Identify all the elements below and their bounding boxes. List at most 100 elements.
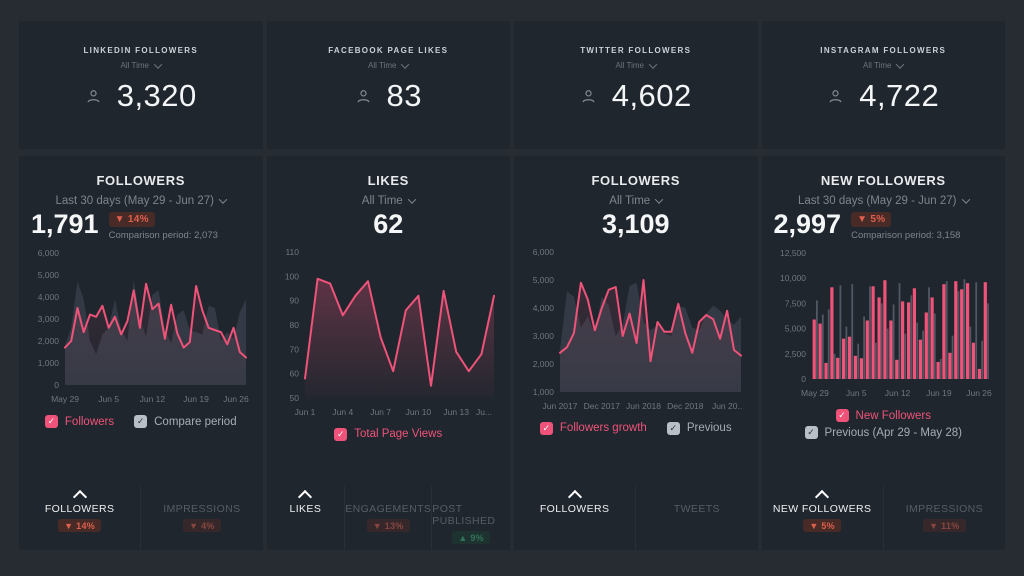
tab-post-published[interactable]: POST PUBLISHED ▲ 9% [431,486,510,550]
kpi-value: 4,602 [611,78,692,113]
legend-item-previous[interactable]: ✓ Previous [666,421,732,435]
chart-card-twitter-followers: FOLLOWERS All Time 3,109 1,000 2,000 3,000… [514,156,758,550]
chevron-down-icon [654,195,664,204]
legend: ✓ Total Page Views [267,427,511,441]
tab-new-followers[interactable]: NEW FOLLOWERS ▼ 5% [762,486,883,550]
svg-text:Dec 2018: Dec 2018 [667,401,704,411]
tab-impressions[interactable]: IMPRESSIONS ▼ 11% [882,486,1005,550]
chevron-down-icon [401,59,410,69]
svg-text:Jun 26: Jun 26 [966,388,992,398]
metric-value: 2,997 [773,209,842,239]
period-dropdown[interactable]: Last 30 days (May 29 - Jun 27) [762,195,1006,207]
legend-item-followers[interactable]: ✓ Followers [44,415,114,428]
svg-text:12,500: 12,500 [780,248,806,258]
svg-text:1,000: 1,000 [533,387,555,397]
kpi-card-instagram-followers: INSTAGRAM FOLLOWERS All Time 4,722 [761,21,1005,149]
followers-line-chart: 0 1,000 2,000 3,000 4,000 5,000 6,000 May 29 Jun… [38,248,249,404]
svg-text:6,000: 6,000 [533,247,555,257]
tab-followers[interactable]: FOLLOWERS [514,486,635,550]
metric-tabs: NEW FOLLOWERS ▼ 5% IMPRESSIONS ▼ 11% [762,486,1006,550]
svg-text:2,000: 2,000 [533,359,555,369]
tab-likes[interactable]: LIKES [267,486,345,550]
svg-text:10,000: 10,000 [780,273,806,283]
period-dropdown[interactable]: All Time [863,59,905,70]
svg-text:5,000: 5,000 [784,324,806,334]
checkbox-checked-icon[interactable]: ✓ [44,415,58,428]
change-badge: ▼ 14% [108,212,155,227]
tab-badge: ▲ 9% [452,531,490,544]
svg-text:2,500: 2,500 [784,349,806,359]
active-tab-caret-icon [567,489,582,505]
svg-text:110: 110 [285,247,299,257]
svg-text:Jun 5: Jun 5 [846,388,867,398]
checkbox-checked-icon[interactable]: ✓ [334,427,348,441]
tab-tweets[interactable]: TWEETS [635,486,757,550]
tab-followers[interactable]: FOLLOWERS ▼ 14% [19,486,140,550]
svg-text:Jun 2018: Jun 2018 [626,401,661,411]
svg-text:Jun 12: Jun 12 [885,388,911,398]
legend: ✓ Followers ✓ Compare period [19,415,263,428]
kpi-value-row: 4,722 [827,78,939,114]
legend-item-compare-period[interactable]: ✓ Compare period [134,415,237,428]
legend-item-new-followers[interactable]: ✓ New Followers [835,409,931,422]
legend-item-followers-growth[interactable]: ✓ Followers growth [539,421,647,435]
checkbox-checked-icon[interactable]: ✓ [539,421,553,435]
svg-text:Jun 19: Jun 19 [926,388,952,398]
kpi-card-linkedin-followers: LINKEDIN FOLLOWERS All Time 3,320 [19,21,263,149]
chevron-down-icon [153,59,163,69]
svg-text:1,000: 1,000 [38,358,60,368]
checkbox-checked-icon[interactable]: ✓ [134,415,148,428]
chevron-down-icon [896,59,905,69]
chevron-down-icon [648,59,658,69]
period-dropdown[interactable]: All Time [514,195,758,207]
svg-text:4,000: 4,000 [533,303,555,313]
metric-tabs: FOLLOWERS TWEETS [514,486,758,550]
tab-badge: ▼ 11% [923,519,966,532]
kpi-title: TWITTER FOLLOWERS [580,46,692,55]
svg-text:5,000: 5,000 [533,275,555,285]
metric-value: 62 [373,209,404,239]
value-row: 2,997 ▼ 5% Comparison period: 3,158 [762,207,1006,241]
chart-card-instagram-new-followers: NEW FOLLOWERS Last 30 days (May 29 - Jun… [761,156,1006,550]
legend: ✓ New Followers ✓ Previous (Apr 29 - May 2… [762,409,1006,439]
svg-text:Dec 2017: Dec 2017 [584,401,621,411]
svg-text:3,000: 3,000 [38,314,60,324]
tab-engagements[interactable]: ENGAGEMENTS ▼ 13% [344,486,431,550]
svg-text:100: 100 [285,271,299,281]
chevron-down-icon [407,195,416,204]
svg-text:70: 70 [289,344,299,354]
period-dropdown[interactable]: Last 30 days (May 29 - Jun 27) [19,195,263,207]
person-icon [357,89,369,102]
chevron-down-icon [961,195,970,204]
legend-item-total-page-views[interactable]: ✓ Total Page Views [334,427,442,441]
active-tab-caret-icon [298,489,313,505]
period-dropdown[interactable]: All Time [616,59,658,70]
checkbox-checked-icon[interactable]: ✓ [666,421,680,435]
svg-text:Jun 5: Jun 5 [99,394,120,404]
checkbox-checked-icon[interactable]: ✓ [804,426,818,439]
checkbox-checked-icon[interactable]: ✓ [835,409,849,422]
comparison-period: Comparison period: 2,073 [108,230,218,241]
svg-text:May 29: May 29 [51,394,79,404]
tab-badge: ▼ 14% [58,519,102,532]
svg-text:5,000: 5,000 [38,270,60,280]
svg-text:60: 60 [289,368,299,378]
period-dropdown[interactable]: All Time [368,59,410,70]
svg-text:May 29: May 29 [801,388,829,398]
person-icon [582,89,595,102]
chart-card-linkedin-followers: FOLLOWERS Last 30 days (May 29 - Jun 27)… [19,156,263,550]
active-tab-caret-icon [72,489,87,505]
tab-impressions[interactable]: IMPRESSIONS ▼ 4% [140,486,262,550]
chart-card-facebook-likes: LIKES All Time 62 50 60 70 80 90 100 110 Jun 1 J… [266,156,511,550]
kpi-title: LINKEDIN FOLLOWERS [83,46,198,55]
period-dropdown[interactable]: All Time [267,195,511,207]
likes-line-chart: 50 60 70 80 90 100 110 Jun 1 Jun 4 Jun 7 Jun 10 Jun… [285,247,495,417]
kpi-value-row: 4,602 [580,78,692,114]
metric-value: 3,109 [601,209,670,239]
svg-text:4,000: 4,000 [38,292,60,302]
svg-text:Jun 7: Jun 7 [370,407,391,417]
person-icon [829,89,842,102]
legend-item-previous[interactable]: ✓ Previous (Apr 29 - May 28) [804,426,962,439]
period-dropdown[interactable]: All Time [121,59,163,70]
